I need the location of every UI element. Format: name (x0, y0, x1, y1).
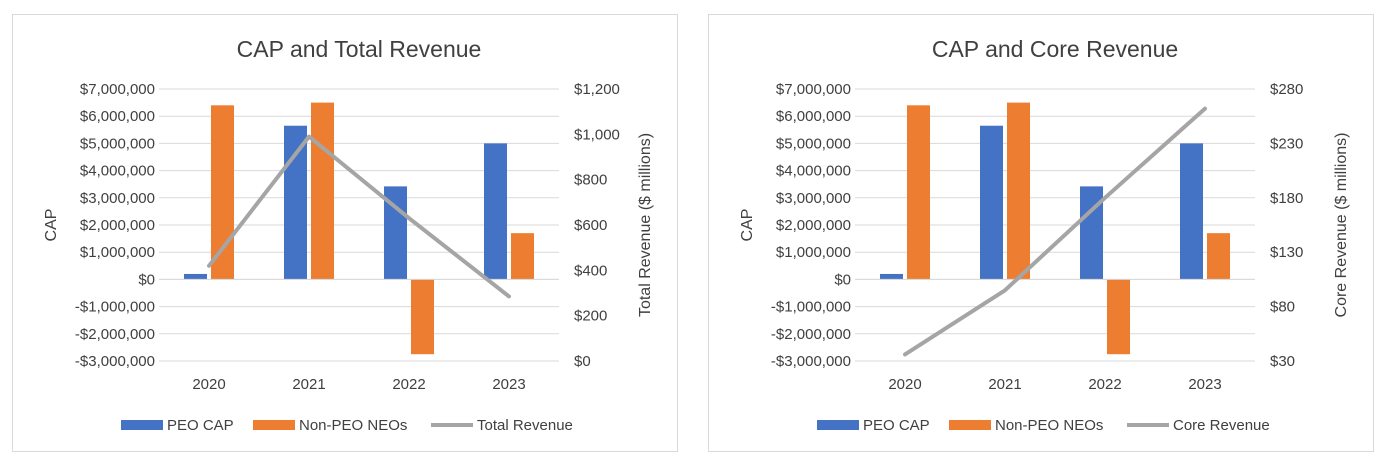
bar-non-peo-neos (1007, 102, 1030, 280)
bar-peo-cap (980, 125, 1003, 280)
chart-total-revenue: CAP and Total Revenue -$3,000,000 -$2,000,… (43, 36, 654, 434)
bar-peo-cap (184, 273, 207, 280)
legend-swatch (253, 420, 295, 430)
legend-label: Non-PEO NEOs (299, 417, 407, 434)
x-tick-label: 2020 (192, 376, 225, 393)
y2-tick-label: $80 (1270, 299, 1295, 316)
legend-label: Total Revenue (477, 417, 573, 434)
y2-tick-label: $1,200 (574, 81, 620, 98)
y-tick-label: $7,000,000 (776, 81, 851, 98)
y2-tick-label: $600 (574, 217, 607, 234)
x-tick-label: 2022 (1088, 376, 1121, 393)
bar-non-peo-neos (211, 105, 234, 280)
y2-tick-label: $180 (1270, 190, 1303, 207)
y-tick-label: $7,000,000 (80, 81, 155, 98)
legend-label: PEO CAP (167, 417, 234, 434)
y-tick-label: $1,000,000 (80, 244, 155, 261)
y2-tick-label: $1,000 (574, 126, 620, 143)
y-tick-label: $6,000,000 (80, 108, 155, 125)
y-tick-label: $2,000,000 (80, 217, 155, 234)
y-tick-label: $5,000,000 (776, 135, 851, 152)
line-core-revenue (903, 106, 1207, 357)
y2-tick-label: $280 (1270, 81, 1303, 98)
y-tick-label: $3,000,000 (776, 190, 851, 207)
y-axis-label: CAP (43, 209, 60, 242)
x-tick-label: 2021 (292, 376, 325, 393)
bar-peo-cap (284, 125, 307, 280)
chart-title: CAP and Total Revenue (237, 36, 482, 62)
chart-panel-total-revenue: CAP and Total Revenue -$3,000,000 -$2,000,… (12, 14, 678, 452)
legend-swatch (121, 420, 163, 430)
bar-non-peo-neos (511, 233, 534, 280)
y-tick-label: $2,000,000 (776, 217, 851, 234)
y2-tick-label: $130 (1270, 244, 1303, 261)
y-tick-label: -$1,000,000 (771, 299, 851, 316)
chart-core-revenue: CAP and Core Revenue -$3,000,000 -$2,000,0… (739, 36, 1350, 434)
y2-tick-label: $400 (574, 262, 607, 279)
x-tick-label: 2022 (392, 376, 425, 393)
bar-peo-cap (1080, 186, 1103, 280)
x-tick-label: 2021 (988, 376, 1021, 393)
line-total-revenue (207, 134, 511, 299)
y-tick-label: $0 (138, 271, 155, 288)
y-tick-label: $3,000,000 (80, 190, 155, 207)
legend-swatch (817, 420, 859, 430)
y-tick-label: $4,000,000 (80, 163, 155, 180)
y2-tick-label: $800 (574, 172, 607, 189)
chart-title: CAP and Core Revenue (932, 36, 1178, 62)
y-tick-label: -$3,000,000 (75, 353, 155, 370)
bar-non-peo-neos (907, 105, 930, 280)
y-tick-label: -$2,000,000 (771, 326, 851, 343)
bar-non-peo-neos (1107, 279, 1130, 355)
y-tick-label: $0 (834, 271, 851, 288)
y2-axis-label: Core Revenue ($ millions) (1333, 133, 1350, 318)
y2-tick-label: $0 (574, 353, 591, 370)
x-tick-label: 2020 (888, 376, 921, 393)
x-tick-label: 2023 (1188, 376, 1221, 393)
y-tick-label: -$1,000,000 (75, 299, 155, 316)
bar-non-peo-neos (311, 102, 334, 280)
x-tick-label: 2023 (492, 376, 525, 393)
chart-panel-core-revenue: CAP and Core Revenue -$3,000,000 -$2,000,0… (708, 14, 1374, 452)
y-axis-label: CAP (739, 209, 756, 242)
y2-tick-label: $200 (574, 308, 607, 325)
y2-tick-label: $30 (1270, 353, 1295, 370)
legend-swatch (949, 420, 991, 430)
y-tick-label: $1,000,000 (776, 244, 851, 261)
y-tick-label: $5,000,000 (80, 135, 155, 152)
y-tick-label: $4,000,000 (776, 163, 851, 180)
y-tick-label: -$2,000,000 (75, 326, 155, 343)
bar-peo-cap (880, 273, 903, 280)
bar-peo-cap (484, 143, 507, 280)
y2-axis-label: Total Revenue ($ millions) (637, 133, 654, 317)
legend-label: Core Revenue (1173, 417, 1270, 434)
bar-peo-cap (1180, 143, 1203, 280)
y-tick-label: -$3,000,000 (771, 353, 851, 370)
legend-label: PEO CAP (863, 417, 930, 434)
bar-non-peo-neos (1207, 233, 1230, 280)
y2-tick-label: $230 (1270, 135, 1303, 152)
legend-label: Non-PEO NEOs (995, 417, 1103, 434)
bar-non-peo-neos (411, 279, 434, 355)
y-tick-label: $6,000,000 (776, 108, 851, 125)
